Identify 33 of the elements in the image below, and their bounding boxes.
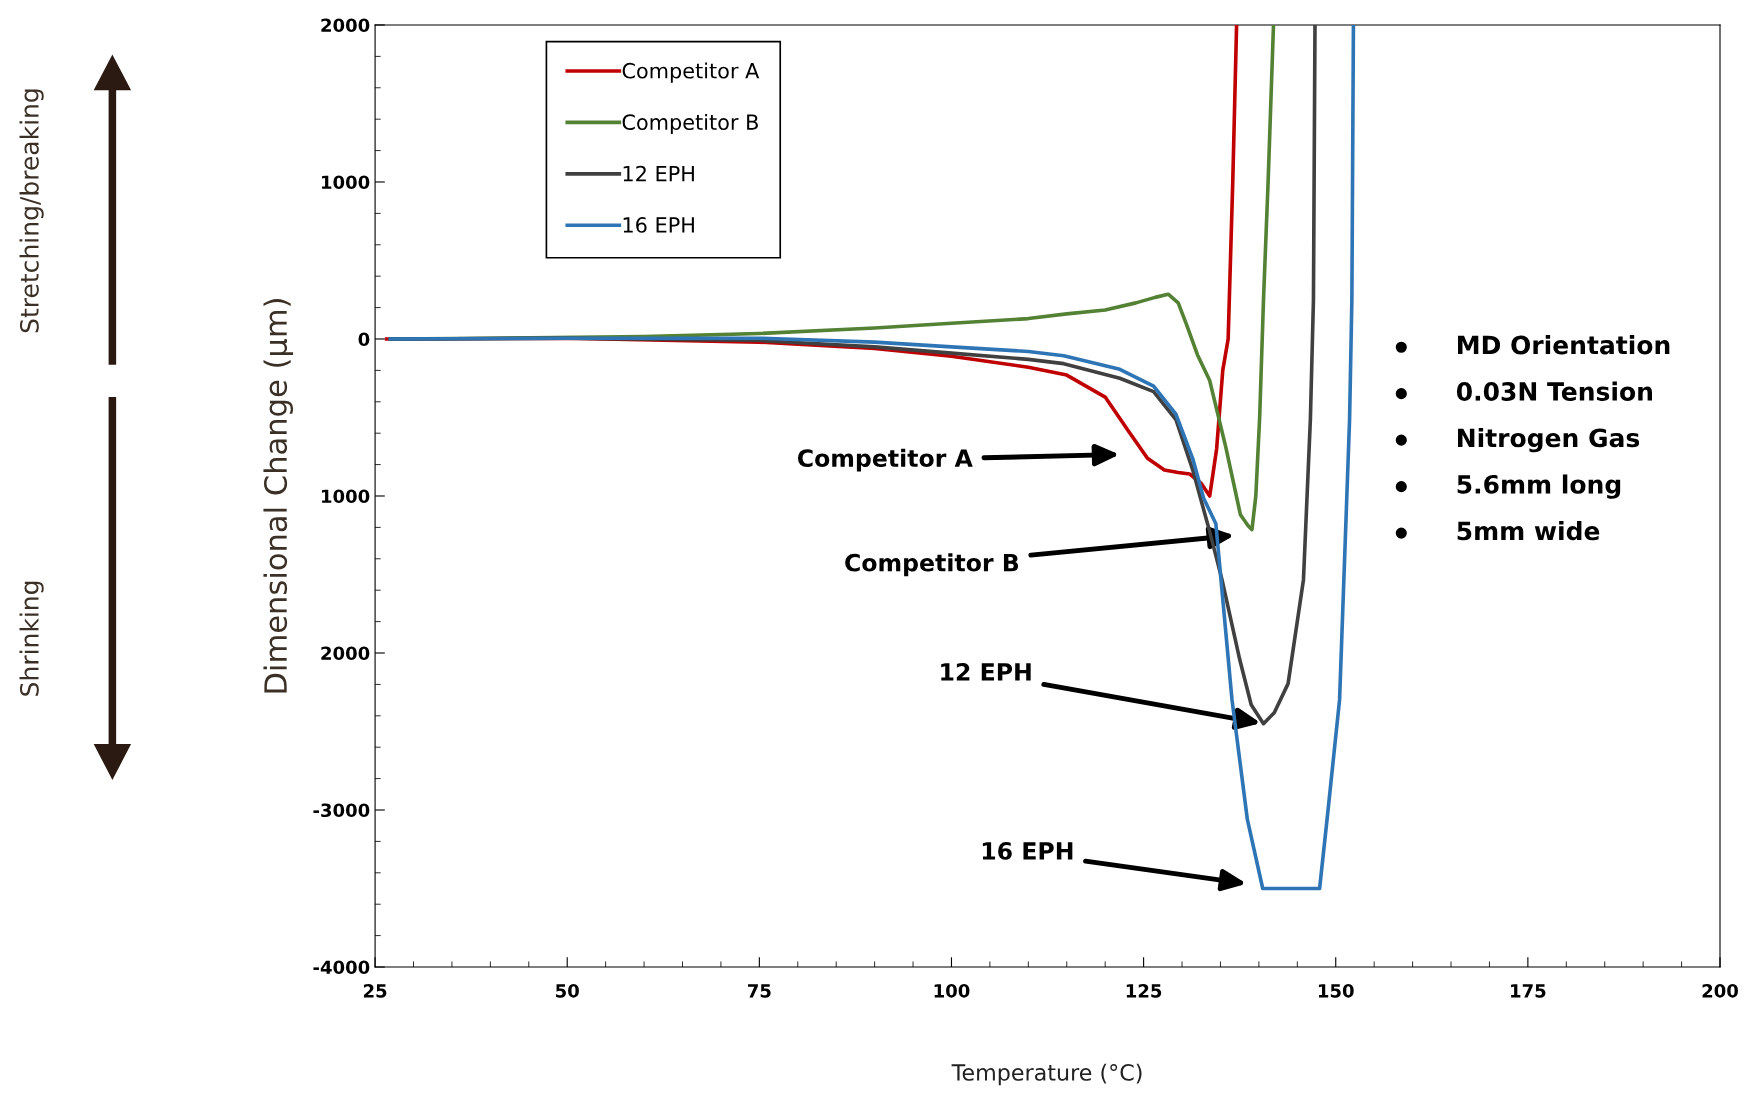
- x-tick-label: 100: [934, 983, 970, 998]
- annotation: 5mm wide: [1457, 521, 1600, 541]
- y-tick-label: 0: [358, 332, 370, 347]
- line-series: [388, 24, 1356, 891]
- annotation: 5.6mm long: [1457, 474, 1621, 499]
- x-tick-label: 75: [747, 984, 771, 998]
- x-tick-label: 200: [1702, 983, 1738, 998]
- legend-label: 12 EPH: [623, 165, 694, 182]
- x-tick-label: 175: [1511, 984, 1546, 998]
- legend-label: Competitor A: [622, 62, 760, 83]
- legend-label: Competitor B: [622, 113, 758, 135]
- y-axis-title: Dimensional Change (µm): [263, 299, 294, 693]
- legend-label: 16 EPH: [623, 217, 694, 233]
- annotation: MD Orientation: [1458, 335, 1670, 355]
- x-axis-title: Temperature (°C): [951, 1063, 1142, 1086]
- annotation: 12 EPH: [941, 663, 1031, 681]
- x-tick-label: 50: [556, 983, 579, 998]
- annotation: Nitrogen Gas: [1458, 427, 1640, 453]
- x-tick-label: 25: [363, 983, 387, 998]
- y-tick-label: -4000: [313, 960, 370, 975]
- y-tick-label: -3000: [313, 803, 370, 818]
- text: Shrinking: [19, 581, 44, 696]
- annotation: 16 EPH: [982, 842, 1073, 860]
- y-tick-label: 2000: [321, 646, 370, 661]
- annotation: 0.03N Tension: [1456, 381, 1652, 401]
- annotation: Competitor B: [845, 553, 1019, 577]
- y-tick-label: 1000: [322, 489, 370, 504]
- text: Stretching/breaking: [19, 89, 44, 333]
- annotation: Competitor A: [797, 448, 973, 472]
- y-tick-label: 2000: [321, 18, 370, 33]
- y-tick-label: 1000: [322, 175, 370, 190]
- x-tick-label: 150: [1318, 983, 1354, 998]
- x-tick-label: 125: [1126, 983, 1162, 998]
